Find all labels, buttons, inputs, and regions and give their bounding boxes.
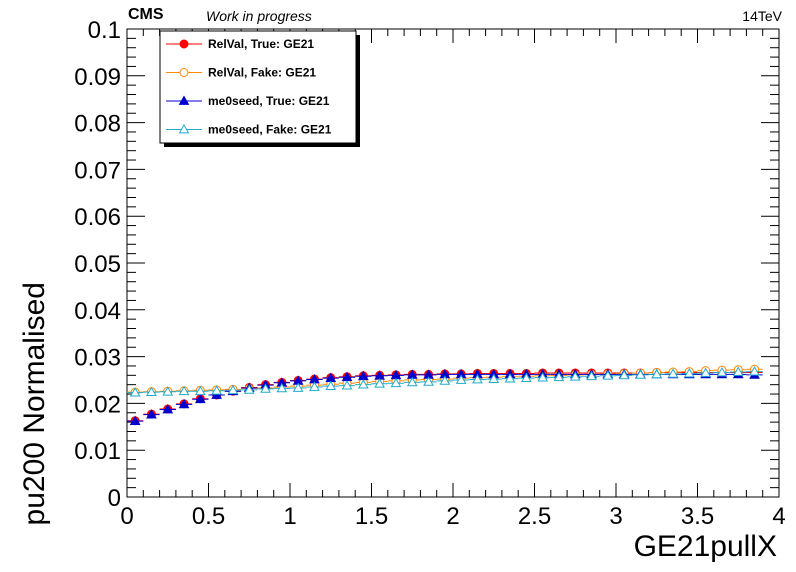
legend-box xyxy=(159,30,357,144)
y-tick-label: 0.07 xyxy=(74,157,121,184)
data-point xyxy=(162,403,174,414)
data-point xyxy=(227,384,239,395)
y-tick-label: 0.06 xyxy=(74,204,121,231)
data-point xyxy=(618,369,630,380)
x-axis-title: GE21pullX xyxy=(634,530,777,563)
data-point xyxy=(162,386,174,396)
data-point xyxy=(374,378,386,388)
y-tick-label: 0.05 xyxy=(74,251,121,278)
x-tick-label: 4 xyxy=(772,503,785,530)
y-tick-label: 0.04 xyxy=(74,298,121,325)
x-tick-label: 0.5 xyxy=(192,503,225,530)
legend-marker xyxy=(178,95,190,105)
data-point xyxy=(439,375,451,385)
data-point xyxy=(602,370,614,380)
legend-label: me0seed, Fake: GE21 xyxy=(208,123,332,137)
x-tick-labels: 0 0.5 1 1.5 2 2.5 3 3.5 4 xyxy=(120,503,785,530)
legend-label: me0seed, True: GE21 xyxy=(208,94,330,108)
data-point xyxy=(390,377,402,388)
legend-label: RelVal, True: GE21 xyxy=(208,37,314,51)
data-point xyxy=(260,383,271,393)
y-tick-label: 0.08 xyxy=(74,111,121,138)
data-point xyxy=(423,376,434,386)
data-point xyxy=(667,368,679,378)
data-point xyxy=(683,367,695,378)
x-tick-label: 1.5 xyxy=(355,503,388,530)
series-layer xyxy=(127,364,763,426)
y-tick-label: 0.1 xyxy=(88,17,121,44)
data-point xyxy=(276,382,288,393)
data-point xyxy=(537,372,549,382)
data-point xyxy=(341,380,353,390)
y-tick-label: 0.02 xyxy=(74,391,121,418)
data-point xyxy=(488,373,500,383)
data-point xyxy=(292,382,304,392)
data-point xyxy=(635,369,646,379)
data-point xyxy=(406,376,418,387)
data-point xyxy=(569,371,581,381)
data-point xyxy=(325,380,337,390)
data-point xyxy=(129,387,141,397)
legend-marker xyxy=(178,123,190,134)
data-point xyxy=(749,366,760,376)
data-point xyxy=(146,386,157,397)
data-point xyxy=(700,367,712,377)
data-point xyxy=(586,370,597,381)
x-tick-label: 0 xyxy=(120,503,133,530)
x-tick-label: 3 xyxy=(609,503,622,530)
x-tick-label: 2.5 xyxy=(518,503,551,530)
data-point xyxy=(194,385,206,396)
data-point xyxy=(455,374,467,384)
data-point xyxy=(716,367,728,377)
energy-label: 14TeV xyxy=(742,8,782,24)
data-point xyxy=(243,384,255,394)
data-point xyxy=(732,366,744,376)
legend-marker xyxy=(179,68,189,77)
data-point xyxy=(357,379,369,389)
data-point xyxy=(194,393,206,404)
data-point xyxy=(472,374,483,384)
data-point xyxy=(553,371,565,382)
series-4 xyxy=(127,366,763,397)
data-point xyxy=(520,372,532,383)
legend-marker xyxy=(179,39,189,49)
data-point xyxy=(178,398,190,409)
y-tick-label: 0.03 xyxy=(74,345,121,372)
x-tick-label: 3.5 xyxy=(681,503,714,530)
data-point xyxy=(211,385,223,395)
experiment-label: CMS xyxy=(128,6,164,23)
data-point xyxy=(146,409,157,419)
data-point xyxy=(651,368,663,379)
y-tick-label: 0 xyxy=(108,485,121,512)
data-point xyxy=(129,415,141,426)
data-point xyxy=(504,373,516,383)
y-tick-labels: 0 0.01 0.02 0.03 0.04 0.05 0.06 0.07 0.08 0.09 0.1 xyxy=(74,17,121,512)
status-label: Work in progress xyxy=(206,8,312,24)
y-tick-label: 0.09 xyxy=(74,64,121,91)
y-axis-title: pu200 Normalised xyxy=(18,282,51,525)
legend: RelVal, True: GE21 RelVal, Fake: GE21 me0s… xyxy=(159,30,360,147)
data-point xyxy=(178,385,190,396)
x-tick-label: 1 xyxy=(283,503,296,530)
data-point xyxy=(309,381,320,391)
x-tick-label: 2 xyxy=(446,503,459,530)
y-tick-label: 0.01 xyxy=(74,438,121,465)
legend-label: RelVal, Fake: GE21 xyxy=(208,66,316,80)
